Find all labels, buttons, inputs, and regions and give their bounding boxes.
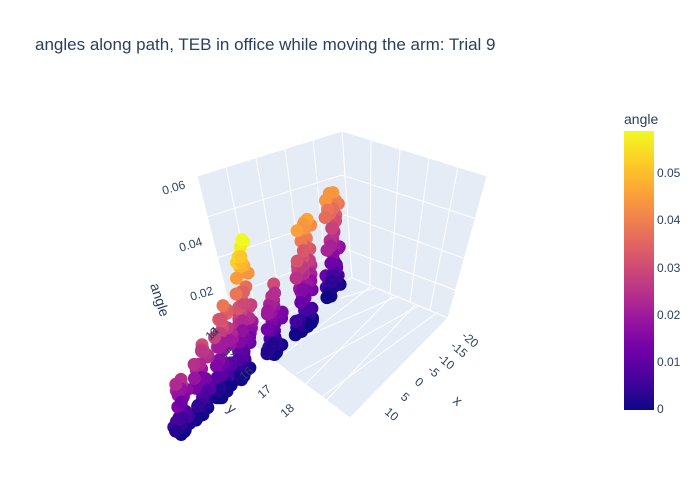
y-tick-18: 18	[278, 401, 298, 421]
data-point	[324, 275, 338, 289]
data-point	[296, 283, 310, 296]
colorbar-gradient	[624, 131, 654, 410]
data-point	[266, 337, 280, 350]
data-point	[289, 314, 303, 328]
wall-grid-h-right-1	[344, 214, 464, 259]
colorbar-tick-0.03: 0.03	[657, 261, 681, 275]
data-point	[230, 271, 243, 285]
z-tick-2: 0.04	[177, 234, 204, 254]
data-point	[289, 271, 303, 285]
floor-grid-y-2	[295, 304, 421, 375]
data-point	[187, 357, 201, 371]
data-point	[260, 347, 274, 361]
data-point	[290, 254, 304, 268]
data-point	[191, 400, 205, 413]
data-point	[236, 314, 250, 328]
data-point	[208, 331, 222, 344]
colorbar-title: angle	[624, 111, 658, 127]
data-point	[236, 324, 249, 338]
data-point	[260, 322, 274, 336]
colorbar: angle 0 0.01 0.02 0.03 0.04 0.05	[624, 111, 681, 416]
data-point	[214, 312, 228, 326]
colorbar-tick-0.02: 0.02	[657, 308, 681, 322]
wall-grid-right-3	[429, 166, 459, 311]
z-tick-1: 0.02	[188, 283, 215, 303]
floor-grid-x-0	[269, 286, 371, 366]
data-point	[320, 290, 334, 304]
x-axis-label: x	[450, 392, 466, 409]
colorbar-tick-0.04: 0.04	[657, 213, 681, 227]
wall-grid-right-1	[389, 148, 401, 295]
x-tick-0: 0	[412, 375, 426, 390]
colorbar-tick-0: 0	[657, 402, 664, 416]
data-point	[187, 372, 201, 385]
data-points	[167, 186, 347, 441]
data-point	[322, 186, 336, 200]
data-point	[169, 415, 183, 429]
data-point	[209, 359, 223, 373]
z-tick-0: 0	[208, 324, 219, 339]
chart-title: angles along path, TEB in office while m…	[35, 35, 496, 54]
x-tick-5: 5	[398, 390, 412, 405]
wall-grid-right-2	[409, 157, 430, 303]
data-point	[216, 299, 230, 313]
z-axis-label: angle	[147, 281, 173, 319]
data-point	[174, 395, 188, 409]
colorbar-tick-0.01: 0.01	[657, 355, 681, 369]
data-point	[169, 424, 183, 438]
y-axis-label: y	[224, 400, 240, 417]
data-point	[235, 233, 249, 247]
data-point	[237, 296, 251, 310]
data-point	[320, 243, 334, 257]
wall-grid-right-0	[369, 139, 372, 286]
data-point	[325, 221, 339, 235]
data-point	[261, 304, 275, 318]
wall-grid-h-right-0	[341, 174, 475, 219]
z-tick-3: 0.06	[160, 177, 187, 197]
data-point	[195, 344, 208, 358]
z-axis-ticks: 0 0.02 0.04 0.06	[160, 177, 219, 339]
data-point	[213, 341, 226, 355]
floor-grid-y-3	[319, 311, 439, 399]
colorbar-tick-0.05: 0.05	[657, 166, 681, 180]
floor-grid-x-2	[324, 304, 416, 403]
floor-grid-x-1	[299, 295, 393, 391]
wall-grid-h-left-0	[206, 174, 343, 218]
data-point	[290, 224, 304, 238]
x-tick-10: 10	[382, 405, 401, 425]
data-point	[169, 377, 183, 391]
scene	[167, 130, 488, 441]
data-point	[318, 211, 332, 224]
data-point	[229, 287, 243, 301]
data-point	[234, 250, 248, 264]
wall-grid-h-right-2	[347, 249, 456, 291]
data-point	[324, 256, 338, 270]
data-point	[288, 328, 302, 342]
y-tick-17: 17	[255, 382, 275, 402]
data-point	[296, 244, 310, 258]
data-point	[294, 296, 308, 309]
